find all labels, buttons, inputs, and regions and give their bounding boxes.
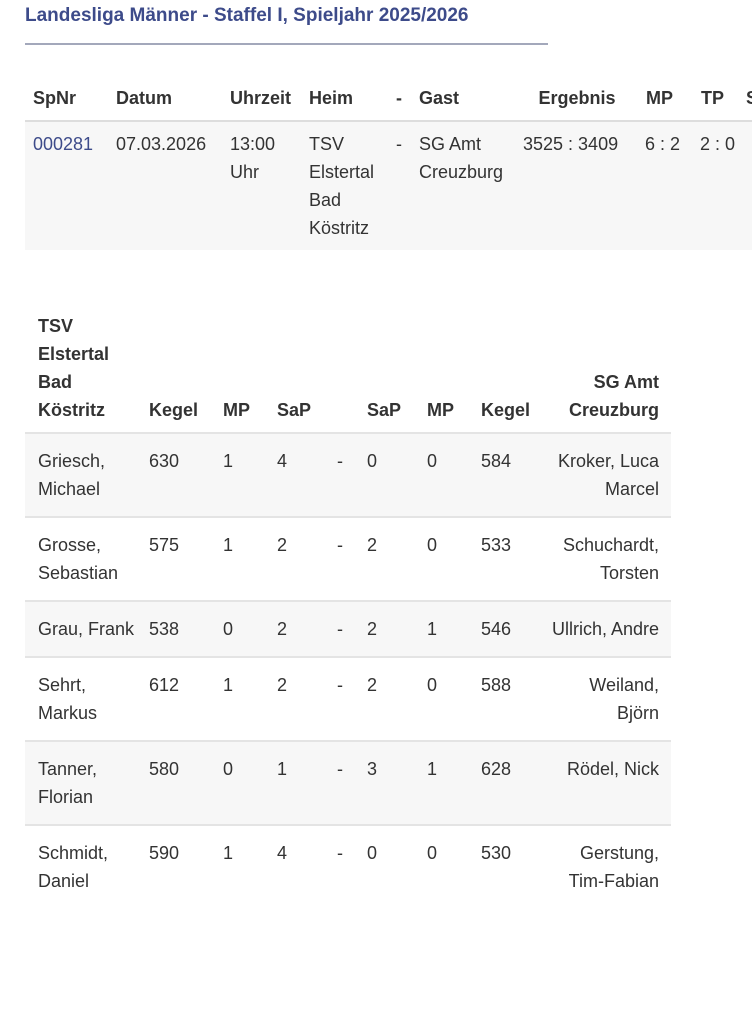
home-kegel: 590 (136, 824, 210, 908)
home-player: Grosse, Sebastian (25, 516, 136, 601)
guest-mp: 0 (414, 824, 468, 908)
guest-mp: 0 (414, 516, 468, 601)
header-home-kegel: Kegel (149, 400, 199, 420)
guest-kegel: 628 (468, 740, 543, 825)
uhrzeit: 13:00 Uhr (222, 120, 301, 250)
header-s: S (738, 75, 752, 121)
guest-kegel: 546 (468, 600, 543, 657)
heim: TSV Elstertal Bad Köstritz (301, 120, 388, 250)
guest-mp: 1 (414, 740, 468, 825)
match-table: SpNr Datum Uhrzeit Heim - Gast Ergebnis … (25, 75, 752, 250)
player-row: Schmidt, Daniel 590 1 4-0 0 530 Gerstung, Tim-… (25, 824, 671, 908)
ergebnis: 3525 : 3409 (516, 120, 638, 250)
home-player: Grau, Frank (25, 600, 136, 657)
guest-sap: 2 (354, 600, 414, 657)
guest-player: Gerstung, Tim-Fabian (543, 824, 671, 908)
header-home-sap: SaP (277, 400, 312, 420)
guest-player: Rödel, Nick (543, 740, 671, 825)
home-player: Griesch, Michael (25, 432, 136, 517)
home-player: Schmidt, Daniel (25, 824, 136, 908)
spnr-link[interactable]: 000281 (33, 134, 94, 154)
header-tp: TP (701, 88, 725, 108)
home-mp: 1 (210, 824, 264, 908)
match-header-row: SpNr Datum Uhrzeit Heim - Gast Ergebnis … (25, 75, 752, 121)
header-datum: Datum (116, 88, 173, 108)
guest-sap: 3 (354, 740, 414, 825)
home-player: Tanner, Florian (25, 740, 136, 825)
player-row: Griesch, Michael 630 1 4-0 0 584 Kroker, Luca … (25, 432, 671, 517)
guest-player: Ullrich, Andre (543, 600, 671, 657)
tp: 2 : 0 (693, 120, 738, 250)
guest-player: Weiland, Björn (543, 656, 671, 741)
header-guest-kegel: Kegel (481, 400, 531, 420)
home-sap: 4 (264, 824, 324, 908)
mp: 6 : 2 (638, 120, 693, 250)
header-guest-mp: MP (427, 400, 454, 420)
guest-sap: 2 (354, 656, 414, 741)
s-cell (738, 120, 752, 250)
separator: - (324, 740, 354, 825)
guest-kegel: 530 (468, 824, 543, 908)
guest-kegel: 584 (468, 432, 543, 517)
home-mp: 0 (210, 600, 264, 657)
player-row: Grau, Frank 538 0 2-2 1 546 Ullrich, Andre (25, 600, 671, 657)
gast: SG Amt Creuzburg (411, 120, 516, 250)
header-gast: Gast (419, 88, 460, 108)
header-heim: Heim (309, 88, 354, 108)
guest-sap: 2 (354, 516, 414, 601)
home-sap: 1 (264, 740, 324, 825)
separator: - (324, 656, 354, 741)
guest-kegel: 588 (468, 656, 543, 741)
header-separator (324, 312, 354, 433)
home-kegel: 580 (136, 740, 210, 825)
header-spnr: SpNr (33, 88, 77, 108)
home-kegel: 575 (136, 516, 210, 601)
header-guest-team: SG Amt Creuzburg (569, 372, 659, 420)
guest-player: Kroker, Luca Marcel (543, 432, 671, 517)
guest-sap: 0 (354, 824, 414, 908)
guest-kegel: 533 (468, 516, 543, 601)
home-kegel: 612 (136, 656, 210, 741)
match-row: 000281 07.03.2026 13:00 Uhr TSV Elsterta… (25, 120, 752, 250)
header-home-team: TSV Elstertal Bad Köstritz (38, 316, 110, 420)
header-uhrzeit: Uhrzeit (230, 88, 292, 108)
datum: 07.03.2026 (108, 120, 222, 250)
title-divider (25, 43, 548, 45)
page-title: Landesliga Männer - Staffel I, Spieljahr… (25, 5, 469, 26)
home-sap: 2 (264, 656, 324, 741)
guest-player: Schuchardt, Torsten (543, 516, 671, 601)
separator: - (324, 432, 354, 517)
player-row: Grosse, Sebastian 575 1 2-2 0 533 Schuchardt, … (25, 516, 671, 601)
home-sap: 2 (264, 516, 324, 601)
header-separator: - (396, 88, 402, 108)
player-row: Tanner, Florian 580 0 1-3 1 628 Rödel, Nick (25, 740, 671, 825)
guest-mp: 1 (414, 600, 468, 657)
home-player: Sehrt, Markus (25, 656, 136, 741)
home-kegel: 630 (136, 432, 210, 517)
separator: - (324, 600, 354, 657)
home-mp: 1 (210, 516, 264, 601)
header-mp: MP (646, 88, 673, 108)
guest-sap: 0 (354, 432, 414, 517)
home-sap: 2 (264, 600, 324, 657)
home-mp: 1 (210, 432, 264, 517)
home-mp: 0 (210, 740, 264, 825)
home-sap: 4 (264, 432, 324, 517)
separator: - (324, 824, 354, 908)
home-kegel: 538 (136, 600, 210, 657)
guest-mp: 0 (414, 432, 468, 517)
player-row: Sehrt, Markus 612 1 2-2 0 588 Weiland, Björn (25, 656, 671, 741)
header-home-mp: MP (223, 400, 250, 420)
separator: - (324, 516, 354, 601)
separator: - (388, 120, 411, 250)
home-mp: 1 (210, 656, 264, 741)
players-table: TSV Elstertal Bad Köstritz Kegel MP SaP … (25, 312, 671, 908)
guest-mp: 0 (414, 656, 468, 741)
players-header-row: TSV Elstertal Bad Köstritz Kegel MP SaP … (25, 312, 671, 433)
header-ergebnis: Ergebnis (538, 88, 616, 108)
header-guest-sap: SaP (367, 400, 402, 420)
